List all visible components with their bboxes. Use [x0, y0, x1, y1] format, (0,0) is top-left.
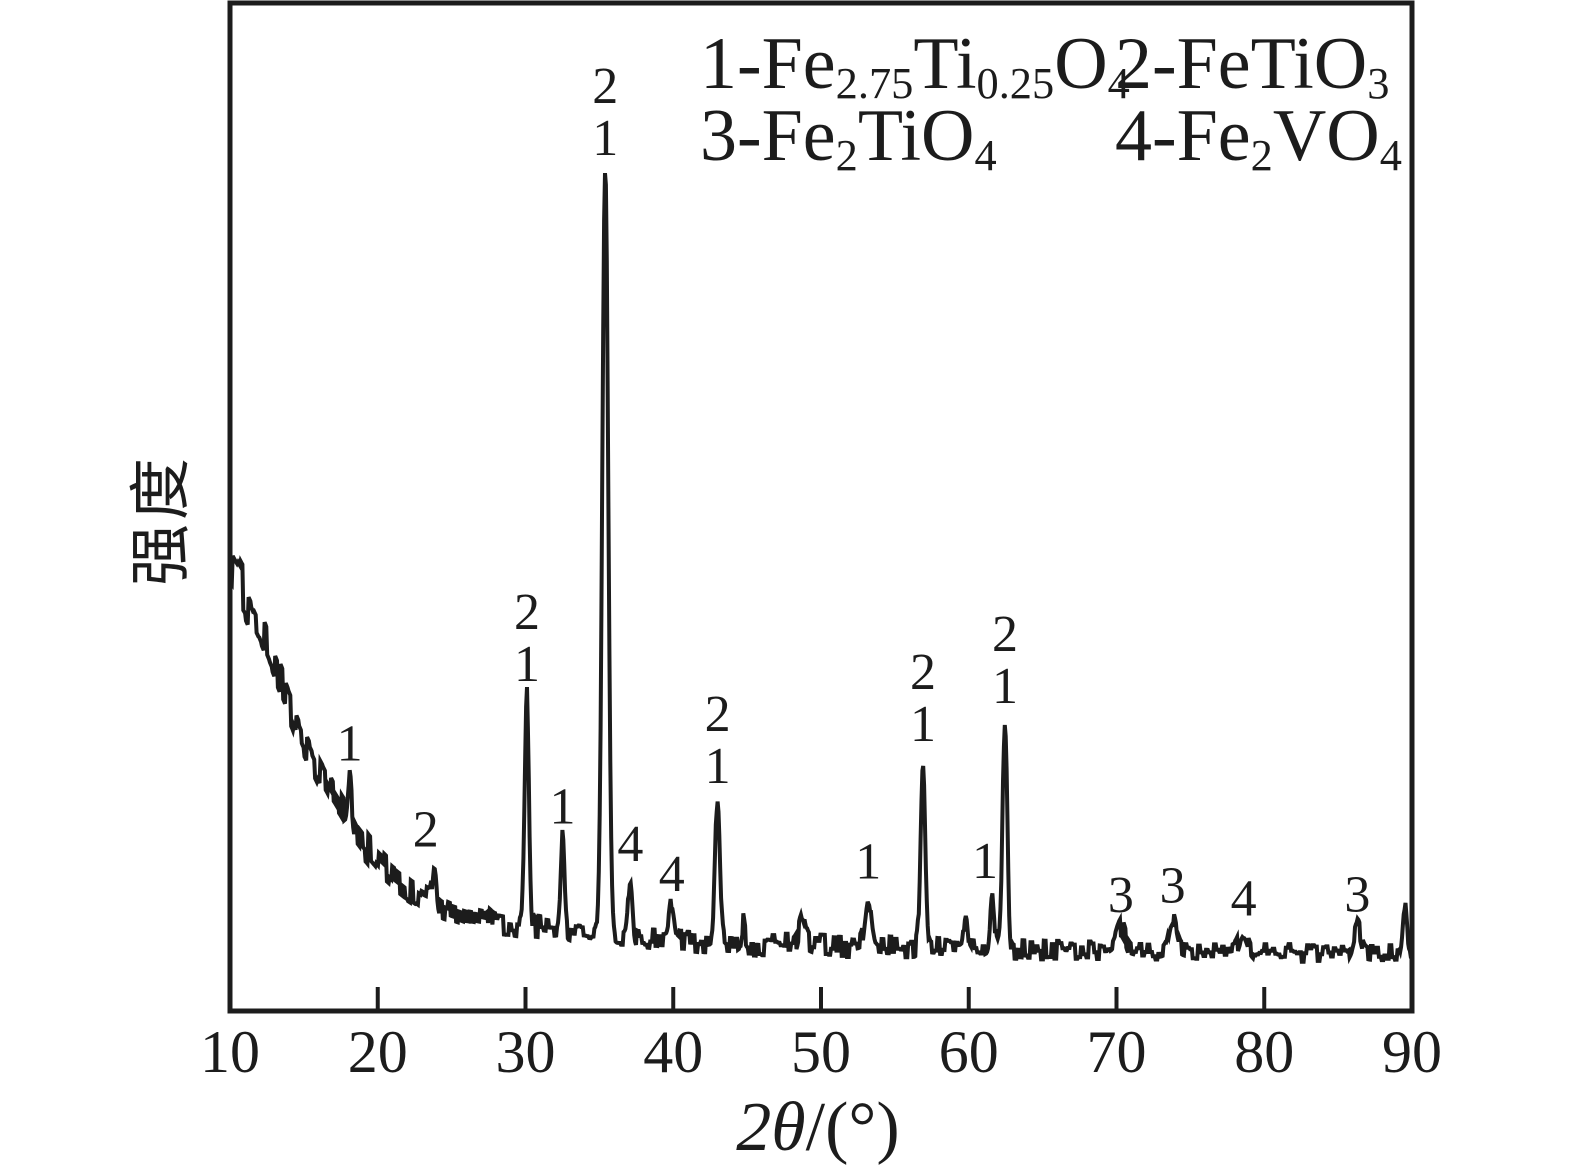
y-axis-label: 强度: [128, 453, 196, 587]
peak-label-70.3-3: 3: [1108, 867, 1134, 924]
peak-label-56.9-1: 1: [910, 696, 936, 753]
x-tick-label-60: 60: [939, 1019, 999, 1085]
peak-label-37.1-4: 4: [617, 816, 643, 873]
peak-label-35.4-1: 1: [592, 110, 618, 167]
peak-label-35.4-2: 2: [592, 58, 618, 115]
peak-label-39.9-4: 4: [659, 846, 685, 903]
peak-label-30.1-1: 1: [514, 636, 540, 693]
peak-label-43-1: 1: [705, 738, 731, 795]
peak-label-62.45-1: 1: [992, 658, 1018, 715]
peak-label-18.1-1: 1: [337, 716, 363, 773]
peak-label-78.6-4: 4: [1231, 871, 1257, 928]
x-tick-label-30: 30: [496, 1019, 556, 1085]
peak-label-86.3-3: 3: [1344, 867, 1370, 924]
x-axis-label-symbol: 2θ: [736, 1089, 806, 1166]
peak-label-61.6-1: 1: [972, 833, 998, 890]
x-tick-label-50: 50: [791, 1019, 851, 1085]
x-tick-label-90: 90: [1382, 1019, 1442, 1085]
peak-label-62.45-2: 2: [992, 606, 1018, 663]
x-tick-label-20: 20: [348, 1019, 408, 1085]
peak-label-32.5-1: 1: [549, 779, 575, 836]
x-axis-label: 2θ/(°): [736, 1093, 899, 1163]
peak-label-53.2-1: 1: [855, 833, 881, 890]
x-tick-label-70: 70: [1087, 1019, 1147, 1085]
x-tick-label-10: 10: [200, 1019, 260, 1085]
xrd-trace: [228, 172, 1413, 965]
peak-label-43-2: 2: [705, 686, 731, 743]
peak-label-73.8-3: 3: [1160, 858, 1186, 915]
peak-label-56.9-2: 2: [910, 644, 936, 701]
x-tick-label-40: 40: [643, 1019, 703, 1085]
plot-border: [227, 0, 1415, 1014]
x-axis-label-units: /(°): [805, 1089, 900, 1166]
x-tick-label-80: 80: [1234, 1019, 1294, 1085]
peak-label-23.85-2: 2: [413, 802, 439, 859]
peak-label-30.1-2: 2: [514, 584, 540, 641]
